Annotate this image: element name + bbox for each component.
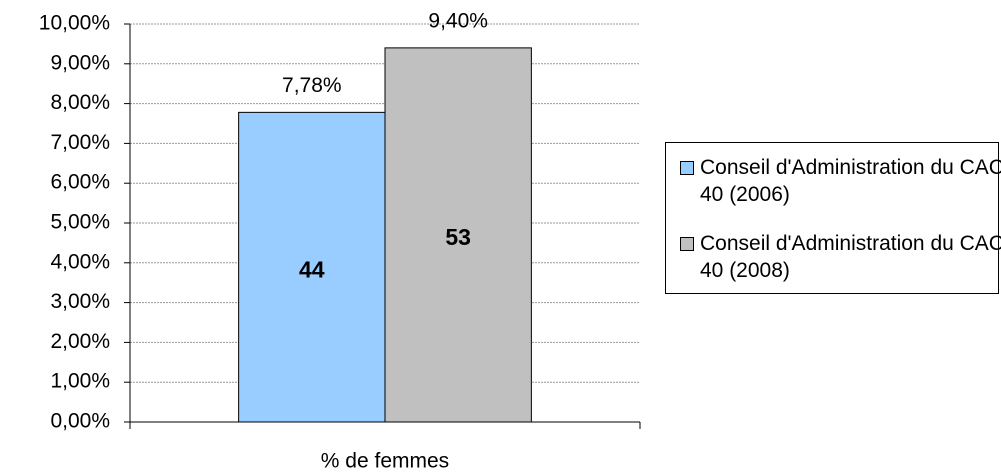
y-tick-label: 0,00% xyxy=(50,410,110,433)
y-tick-label: 1,00% xyxy=(50,370,110,393)
y-tick-label: 5,00% xyxy=(50,211,110,234)
count-label: 53 xyxy=(445,224,471,250)
y-tick-label: 7,00% xyxy=(50,131,110,154)
count-label: 44 xyxy=(299,256,325,282)
y-tick-label: 9,00% xyxy=(50,51,110,74)
x-tick-label: % de femmes xyxy=(321,450,449,473)
y-tick-label: 2,00% xyxy=(50,330,110,353)
y-tick-label: 3,00% xyxy=(50,290,110,313)
bar xyxy=(384,47,532,423)
value-label: 7,78% xyxy=(282,74,342,97)
y-tick-label: 10,00% xyxy=(39,12,110,35)
legend-label: Conseil d'Administration du CAC 40 (2008… xyxy=(700,232,1001,282)
legend-item: Conseil d'Administration du CAC 40 (2006… xyxy=(680,154,1001,208)
y-tick-label: 8,00% xyxy=(50,91,110,114)
legend-swatch xyxy=(680,237,694,251)
y-tick-label: 4,00% xyxy=(50,250,110,273)
legend-swatch xyxy=(680,161,694,175)
bar xyxy=(238,111,386,423)
legend-item: Conseil d'Administration du CAC 40 (2008… xyxy=(680,230,1001,284)
legend: Conseil d'Administration du CAC 40 (2006… xyxy=(665,142,1001,294)
legend-label: Conseil d'Administration du CAC 40 (2006… xyxy=(700,156,1001,206)
value-label: 9,40% xyxy=(428,9,488,32)
y-tick-label: 6,00% xyxy=(50,171,110,194)
